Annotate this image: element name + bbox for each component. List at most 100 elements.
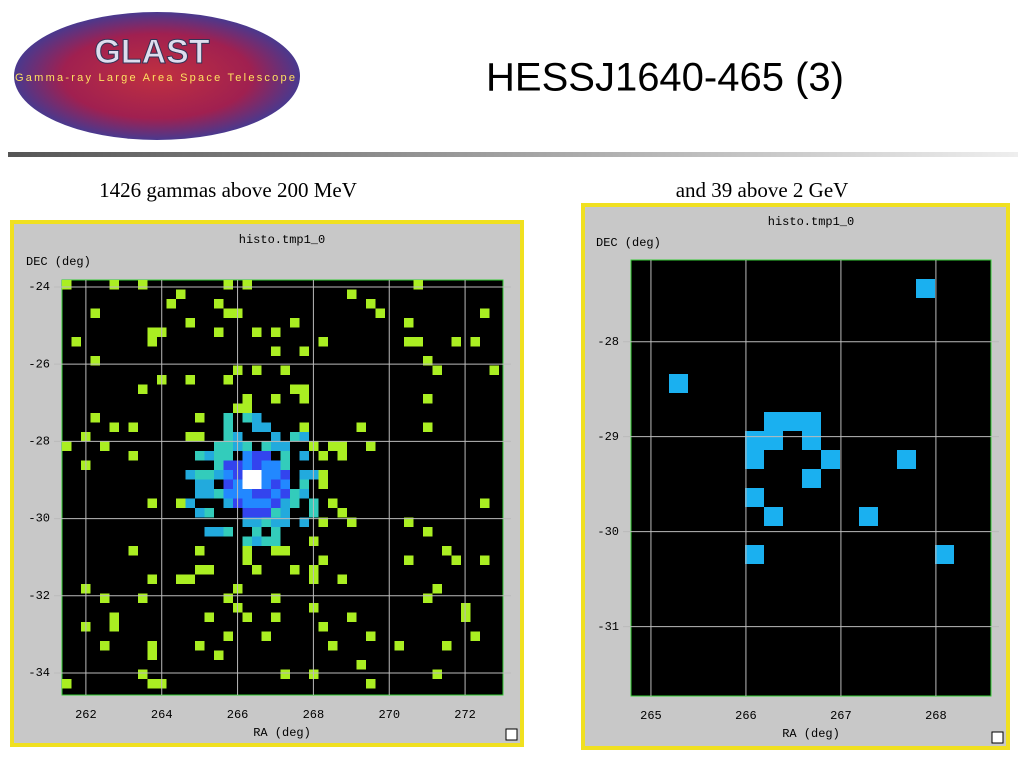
count-cell bbox=[404, 555, 414, 565]
count-cell bbox=[916, 279, 935, 298]
count-cell bbox=[214, 299, 224, 309]
count-cell bbox=[394, 641, 404, 651]
count-cell bbox=[442, 546, 452, 556]
count-cell bbox=[214, 460, 224, 470]
count-cell bbox=[176, 574, 186, 584]
y-tick-label: -29 bbox=[597, 430, 619, 444]
count-cell bbox=[299, 346, 309, 356]
caption: 1426 gammas above 200 MeV bbox=[99, 178, 357, 202]
count-cell bbox=[242, 470, 252, 480]
count-cell bbox=[252, 517, 262, 527]
y-tick-label: -32 bbox=[28, 589, 50, 603]
count-cell bbox=[442, 641, 452, 651]
count-cell bbox=[252, 489, 262, 499]
count-cell bbox=[480, 555, 490, 565]
count-cell bbox=[252, 460, 262, 470]
count-cell bbox=[271, 546, 281, 556]
count-cell bbox=[669, 374, 688, 393]
count-cell bbox=[299, 394, 309, 404]
count-cell bbox=[195, 413, 205, 423]
count-cell bbox=[147, 327, 157, 337]
count-cell bbox=[128, 546, 138, 556]
count-cell bbox=[62, 280, 72, 290]
count-cell bbox=[290, 498, 300, 508]
count-cell bbox=[223, 460, 233, 470]
count-cell bbox=[271, 489, 281, 499]
count-cell bbox=[337, 574, 347, 584]
count-cell bbox=[802, 431, 821, 450]
count-cell bbox=[185, 574, 195, 584]
count-cell bbox=[252, 565, 262, 575]
count-cell bbox=[204, 451, 214, 461]
x-axis-label: RA (deg) bbox=[782, 727, 840, 741]
y-tick-label: -26 bbox=[28, 357, 50, 371]
count-cell bbox=[71, 337, 81, 347]
count-cell bbox=[109, 612, 119, 622]
count-cell bbox=[451, 555, 461, 565]
count-cell bbox=[480, 498, 490, 508]
count-cell bbox=[128, 422, 138, 432]
count-cell bbox=[261, 460, 271, 470]
count-cell bbox=[214, 650, 224, 660]
x-tick-label: 272 bbox=[454, 708, 476, 722]
count-cell bbox=[280, 451, 290, 461]
logo-text: GLAST bbox=[94, 33, 209, 71]
count-cell bbox=[745, 450, 764, 469]
count-cell bbox=[461, 603, 471, 613]
count-cell bbox=[280, 517, 290, 527]
count-cell bbox=[347, 517, 357, 527]
count-cell bbox=[242, 451, 252, 461]
count-cell bbox=[100, 593, 110, 603]
count-cell bbox=[299, 517, 309, 527]
count-cell bbox=[280, 498, 290, 508]
count-cell bbox=[404, 517, 414, 527]
count-cell bbox=[252, 365, 262, 375]
slide-title: HESSJ1640-465 (3) bbox=[486, 56, 844, 100]
count-cell bbox=[299, 451, 309, 461]
y-axis-label: DEC (deg) bbox=[596, 236, 661, 250]
logo-subtitle: Gamma-ray Large Area Space Telescope bbox=[15, 72, 295, 84]
count-cell bbox=[271, 327, 281, 337]
count-cell bbox=[318, 337, 328, 347]
count-cell bbox=[299, 479, 309, 489]
count-cell bbox=[242, 413, 252, 423]
x-tick-label: 265 bbox=[640, 709, 662, 723]
count-cell bbox=[185, 498, 195, 508]
count-cell bbox=[280, 479, 290, 489]
y-tick-label: -31 bbox=[597, 620, 619, 634]
x-tick-label: 262 bbox=[75, 708, 97, 722]
count-cell bbox=[185, 432, 195, 442]
count-cell bbox=[271, 432, 281, 442]
count-cell bbox=[318, 555, 328, 565]
count-cell bbox=[109, 422, 119, 432]
count-cell bbox=[280, 441, 290, 451]
count-cell bbox=[195, 451, 205, 461]
count-cell bbox=[328, 641, 338, 651]
count-cell bbox=[195, 479, 205, 489]
count-cell bbox=[223, 451, 233, 461]
count-cell bbox=[261, 517, 271, 527]
count-cell bbox=[223, 413, 233, 423]
count-cell bbox=[821, 450, 840, 469]
count-cell bbox=[423, 527, 433, 537]
count-cell bbox=[138, 669, 148, 679]
count-cell bbox=[147, 498, 157, 508]
count-cell bbox=[242, 555, 252, 565]
count-cell bbox=[299, 422, 309, 432]
count-cell bbox=[252, 498, 262, 508]
count-cell bbox=[318, 451, 328, 461]
count-cell bbox=[214, 527, 224, 537]
count-cell bbox=[252, 451, 262, 461]
count-cell bbox=[935, 545, 954, 564]
count-cell bbox=[147, 650, 157, 660]
count-cell bbox=[290, 565, 300, 575]
count-cell bbox=[147, 641, 157, 651]
count-cell bbox=[299, 489, 309, 499]
count-cell bbox=[271, 346, 281, 356]
count-cell bbox=[214, 451, 224, 461]
count-cell bbox=[252, 536, 262, 546]
x-tick-label: 270 bbox=[378, 708, 400, 722]
logo bbox=[14, 12, 300, 140]
count-cell bbox=[185, 375, 195, 385]
count-cell bbox=[271, 536, 281, 546]
